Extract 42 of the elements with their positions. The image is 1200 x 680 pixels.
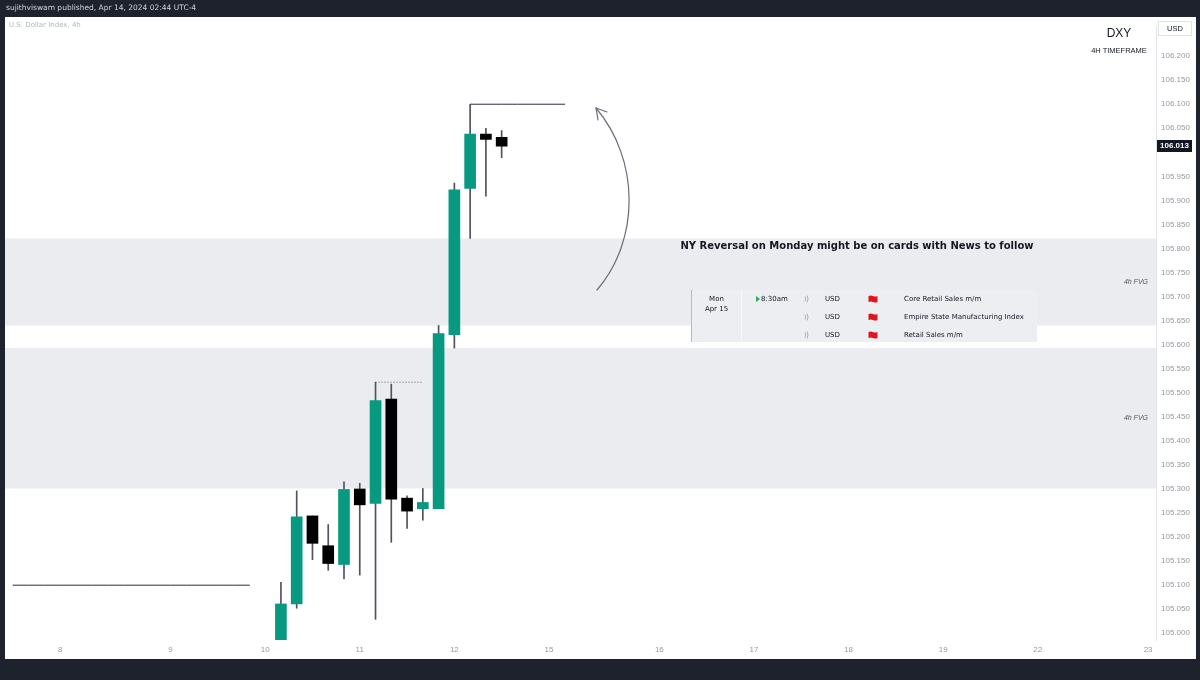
x-tick-label: 18 <box>844 645 854 654</box>
x-tick-label: 8 <box>57 645 63 654</box>
y-tick-label: 105.700 <box>1161 291 1191 301</box>
chart-title: DXY <box>1106 26 1132 40</box>
y-tick-label: 105.450 <box>1161 412 1191 422</box>
y-tick-label: 105.100 <box>1161 580 1191 590</box>
y-tick-label: 106.050 <box>1161 123 1191 133</box>
x-tick-label: 17 <box>749 645 759 654</box>
x-tick-label: 10 <box>260 645 271 654</box>
annotation: 106.013 <box>1160 141 1190 151</box>
y-tick-label: 105.950 <box>1161 171 1191 181</box>
y-tick-label: 105.150 <box>1161 556 1191 566</box>
y-tick-label: 105.600 <box>1161 339 1191 349</box>
y-tick-label: 105.850 <box>1161 219 1191 229</box>
y-tick-label: 105.250 <box>1161 508 1191 518</box>
annotation: NY Reversal on Monday might be on cards with News to follow <box>680 240 1034 252</box>
candlestick <box>480 127 492 197</box>
y-tick-label: 105.000 <box>1161 628 1191 638</box>
y-tick-label: 105.550 <box>1161 363 1191 373</box>
y-tick-label: 105.750 <box>1161 267 1191 277</box>
y-tick-label: 105.500 <box>1161 388 1191 397</box>
y-tick-label: 105.350 <box>1161 460 1191 470</box>
x-tick-label: 9 <box>168 645 174 654</box>
x-tick-label: 12 <box>449 645 460 654</box>
x-tick-label: 11 <box>355 645 365 654</box>
y-tick-label: 105.650 <box>1161 315 1191 325</box>
x-tick-label: 23 <box>1143 645 1154 654</box>
candlestick <box>417 488 429 521</box>
candlestick <box>353 482 366 576</box>
x-tick-label: 16 <box>654 645 665 654</box>
x-tick-label: 15 <box>544 645 554 654</box>
y-tick-label: 106.150 <box>1161 75 1191 85</box>
y-tick-label: 105.050 <box>1161 604 1191 614</box>
y-tick-label: 106.200 <box>1161 51 1191 61</box>
y-tick-label: 105.900 <box>1161 195 1191 205</box>
x-tick-label: 19 <box>938 645 949 654</box>
y-tick-label: 105.400 <box>1161 436 1191 446</box>
y-tick-label: 105.200 <box>1161 532 1191 542</box>
y-tick-label: 106.100 <box>1161 99 1191 109</box>
x-tick-label: 22 <box>1033 645 1043 654</box>
y-tick-label: 105.300 <box>1161 484 1191 494</box>
y-tick-label: 105.800 <box>1161 243 1191 253</box>
